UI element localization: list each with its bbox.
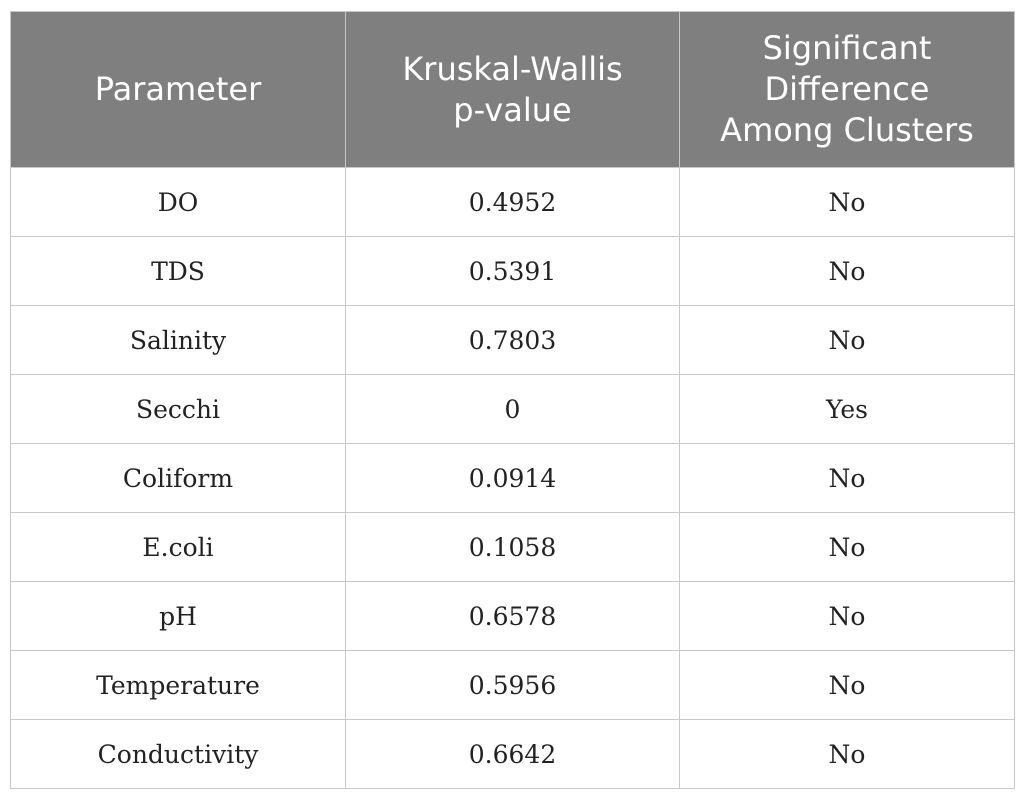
header-line: p-value <box>453 90 572 129</box>
cell-parameter: TDS <box>10 236 346 306</box>
table-row: Temperature 0.5956 No <box>10 650 1015 720</box>
cell-significance: No <box>679 167 1015 237</box>
cell-significance: No <box>679 512 1015 582</box>
cell-parameter: Temperature <box>10 650 346 720</box>
header-line: Difference <box>764 70 930 108</box>
table-row: DO 0.4952 No <box>10 167 1015 237</box>
header-line: Among Clusters <box>720 111 974 149</box>
header-line: Kruskal-Wallis <box>402 49 623 88</box>
kruskal-wallis-table: Parameter Kruskal-Wallis p-value Signifi… <box>10 11 1015 789</box>
cell-significance: No <box>679 581 1015 651</box>
cell-parameter: Coliform <box>10 443 346 513</box>
cell-p-value: 0.0914 <box>345 443 680 513</box>
cell-p-value: 0.6578 <box>345 581 680 651</box>
header-row: Parameter Kruskal-Wallis p-value Signifi… <box>10 11 1015 168</box>
cell-significance: No <box>679 650 1015 720</box>
table-row: pH 0.6578 No <box>10 581 1015 651</box>
cell-significance: No <box>679 443 1015 513</box>
table-row: E.coli 0.1058 No <box>10 512 1015 582</box>
cell-p-value: 0.7803 <box>345 305 680 375</box>
cell-parameter: Secchi <box>10 374 346 444</box>
table-header: Parameter Kruskal-Wallis p-value Signifi… <box>10 11 1015 168</box>
cell-p-value: 0.1058 <box>345 512 680 582</box>
cell-parameter: Conductivity <box>10 719 346 789</box>
table-row: Salinity 0.7803 No <box>10 305 1015 375</box>
table-row: Secchi 0 Yes <box>10 374 1015 444</box>
cell-parameter: DO <box>10 167 346 237</box>
cell-parameter: Salinity <box>10 305 346 375</box>
table-row: TDS 0.5391 No <box>10 236 1015 306</box>
cell-p-value: 0.4952 <box>345 167 680 237</box>
header-line: Significant <box>762 29 932 67</box>
cell-significance: No <box>679 719 1015 789</box>
cell-significance: No <box>679 236 1015 306</box>
header-p-value: Kruskal-Wallis p-value <box>345 11 680 168</box>
cell-significance: No <box>679 305 1015 375</box>
cell-p-value: 0.6642 <box>345 719 680 789</box>
cell-p-value: 0.5956 <box>345 650 680 720</box>
table-row: Conductivity 0.6642 No <box>10 719 1015 789</box>
table-body: DO 0.4952 No TDS 0.5391 No Salinity 0.78… <box>10 167 1015 789</box>
header-significant-difference: Significant Difference Among Clusters <box>679 11 1015 168</box>
header-line: Parameter <box>94 70 262 108</box>
cell-p-value: 0 <box>345 374 680 444</box>
cell-significance: Yes <box>679 374 1015 444</box>
table-row: Coliform 0.0914 No <box>10 443 1015 513</box>
cell-p-value: 0.5391 <box>345 236 680 306</box>
cell-parameter: pH <box>10 581 346 651</box>
cell-parameter: E.coli <box>10 512 346 582</box>
results-table-container: Parameter Kruskal-Wallis p-value Signifi… <box>10 11 1015 789</box>
header-parameter: Parameter <box>10 11 346 168</box>
